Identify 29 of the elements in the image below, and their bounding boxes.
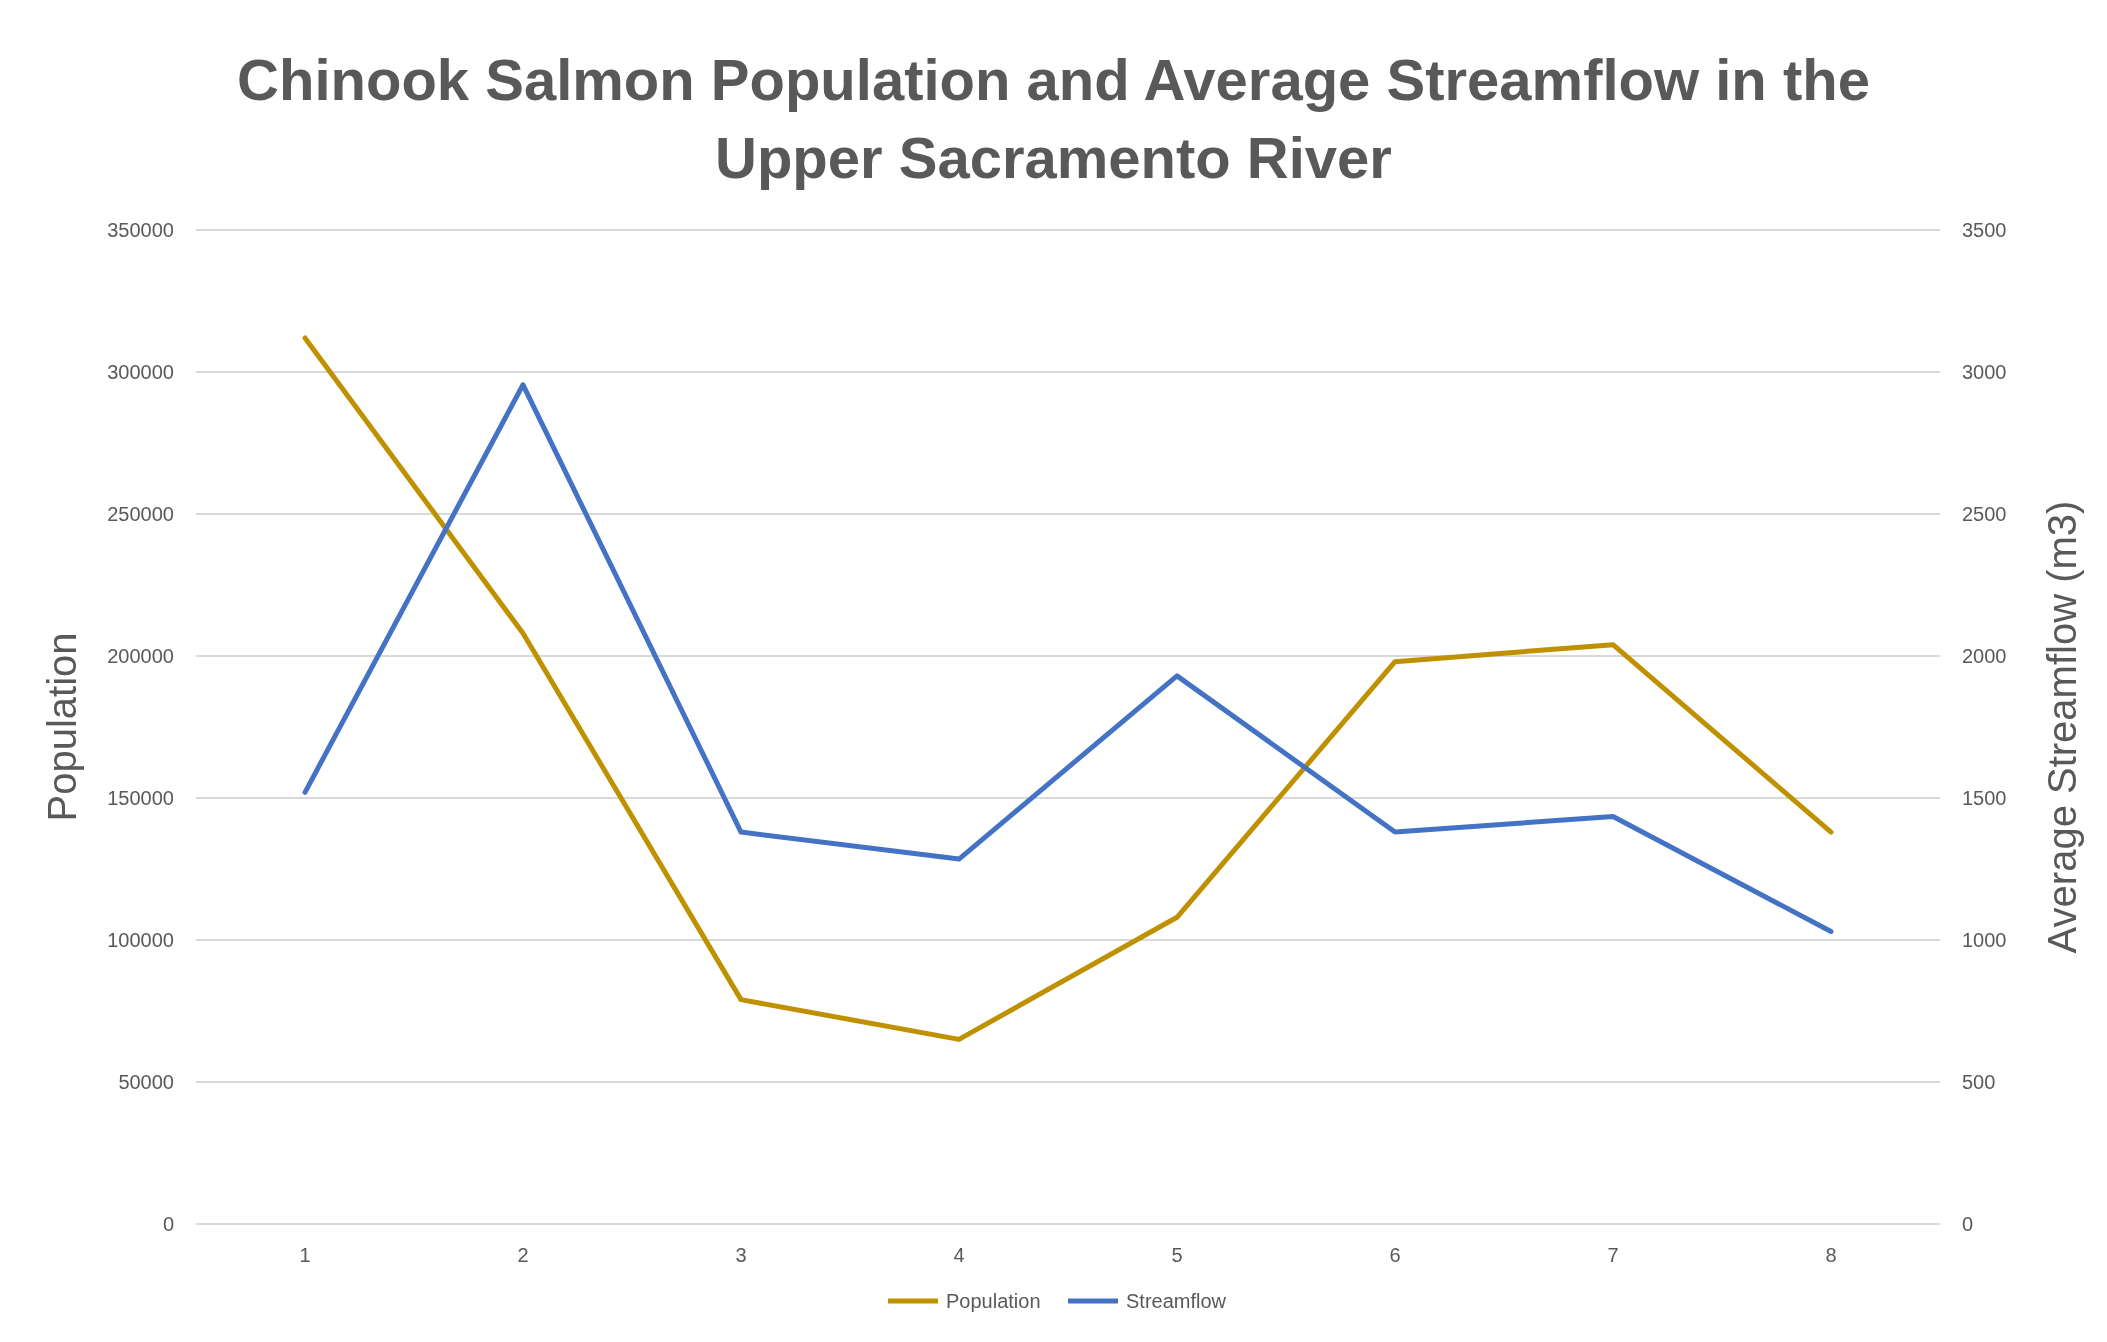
y-tick-label: 100000 bbox=[107, 929, 174, 951]
y2-tick-label: 3000 bbox=[1962, 361, 2007, 383]
x-tick-label: 1 bbox=[299, 1244, 311, 1266]
y2-tick-label: 1000 bbox=[1962, 929, 2007, 951]
chart-title: Chinook Salmon Population and Average Streamflow in the Upper Sacramento River bbox=[237, 47, 1870, 190]
x-tick-label: 2 bbox=[517, 1244, 529, 1266]
y2-tick-label: 2000 bbox=[1962, 645, 2007, 667]
x-tick-label: 3 bbox=[735, 1244, 747, 1266]
x-tick-label: 5 bbox=[1171, 1244, 1183, 1266]
y-tick-label: 150000 bbox=[107, 787, 174, 809]
y2-tick-label: 1500 bbox=[1962, 787, 2007, 809]
y-tick-label: 0 bbox=[162, 1213, 174, 1235]
x-tick-label: 8 bbox=[1825, 1244, 1837, 1266]
y2-tick-label: 2500 bbox=[1962, 503, 2007, 525]
y2-tick-label: 0 bbox=[1962, 1213, 1974, 1235]
y2-axis-title: Average Streamflow (m3) bbox=[2040, 500, 2084, 954]
y-tick-label: 350000 bbox=[107, 219, 174, 241]
x-tick-label: 4 bbox=[953, 1244, 965, 1266]
y-tick-label: 300000 bbox=[107, 361, 174, 383]
y2-tick-label: 500 bbox=[1962, 1071, 1996, 1093]
legend-label: Streamflow bbox=[1126, 1290, 1227, 1312]
y-tick-label: 50000 bbox=[118, 1071, 174, 1093]
x-tick-label: 7 bbox=[1607, 1244, 1619, 1266]
y2-tick-label: 3500 bbox=[1962, 219, 2007, 241]
x-tick-label: 6 bbox=[1389, 1244, 1401, 1266]
y-tick-label: 250000 bbox=[107, 503, 174, 525]
y-axis-title: Population bbox=[40, 632, 84, 822]
y-tick-label: 200000 bbox=[107, 645, 174, 667]
legend-label: Population bbox=[946, 1290, 1041, 1312]
